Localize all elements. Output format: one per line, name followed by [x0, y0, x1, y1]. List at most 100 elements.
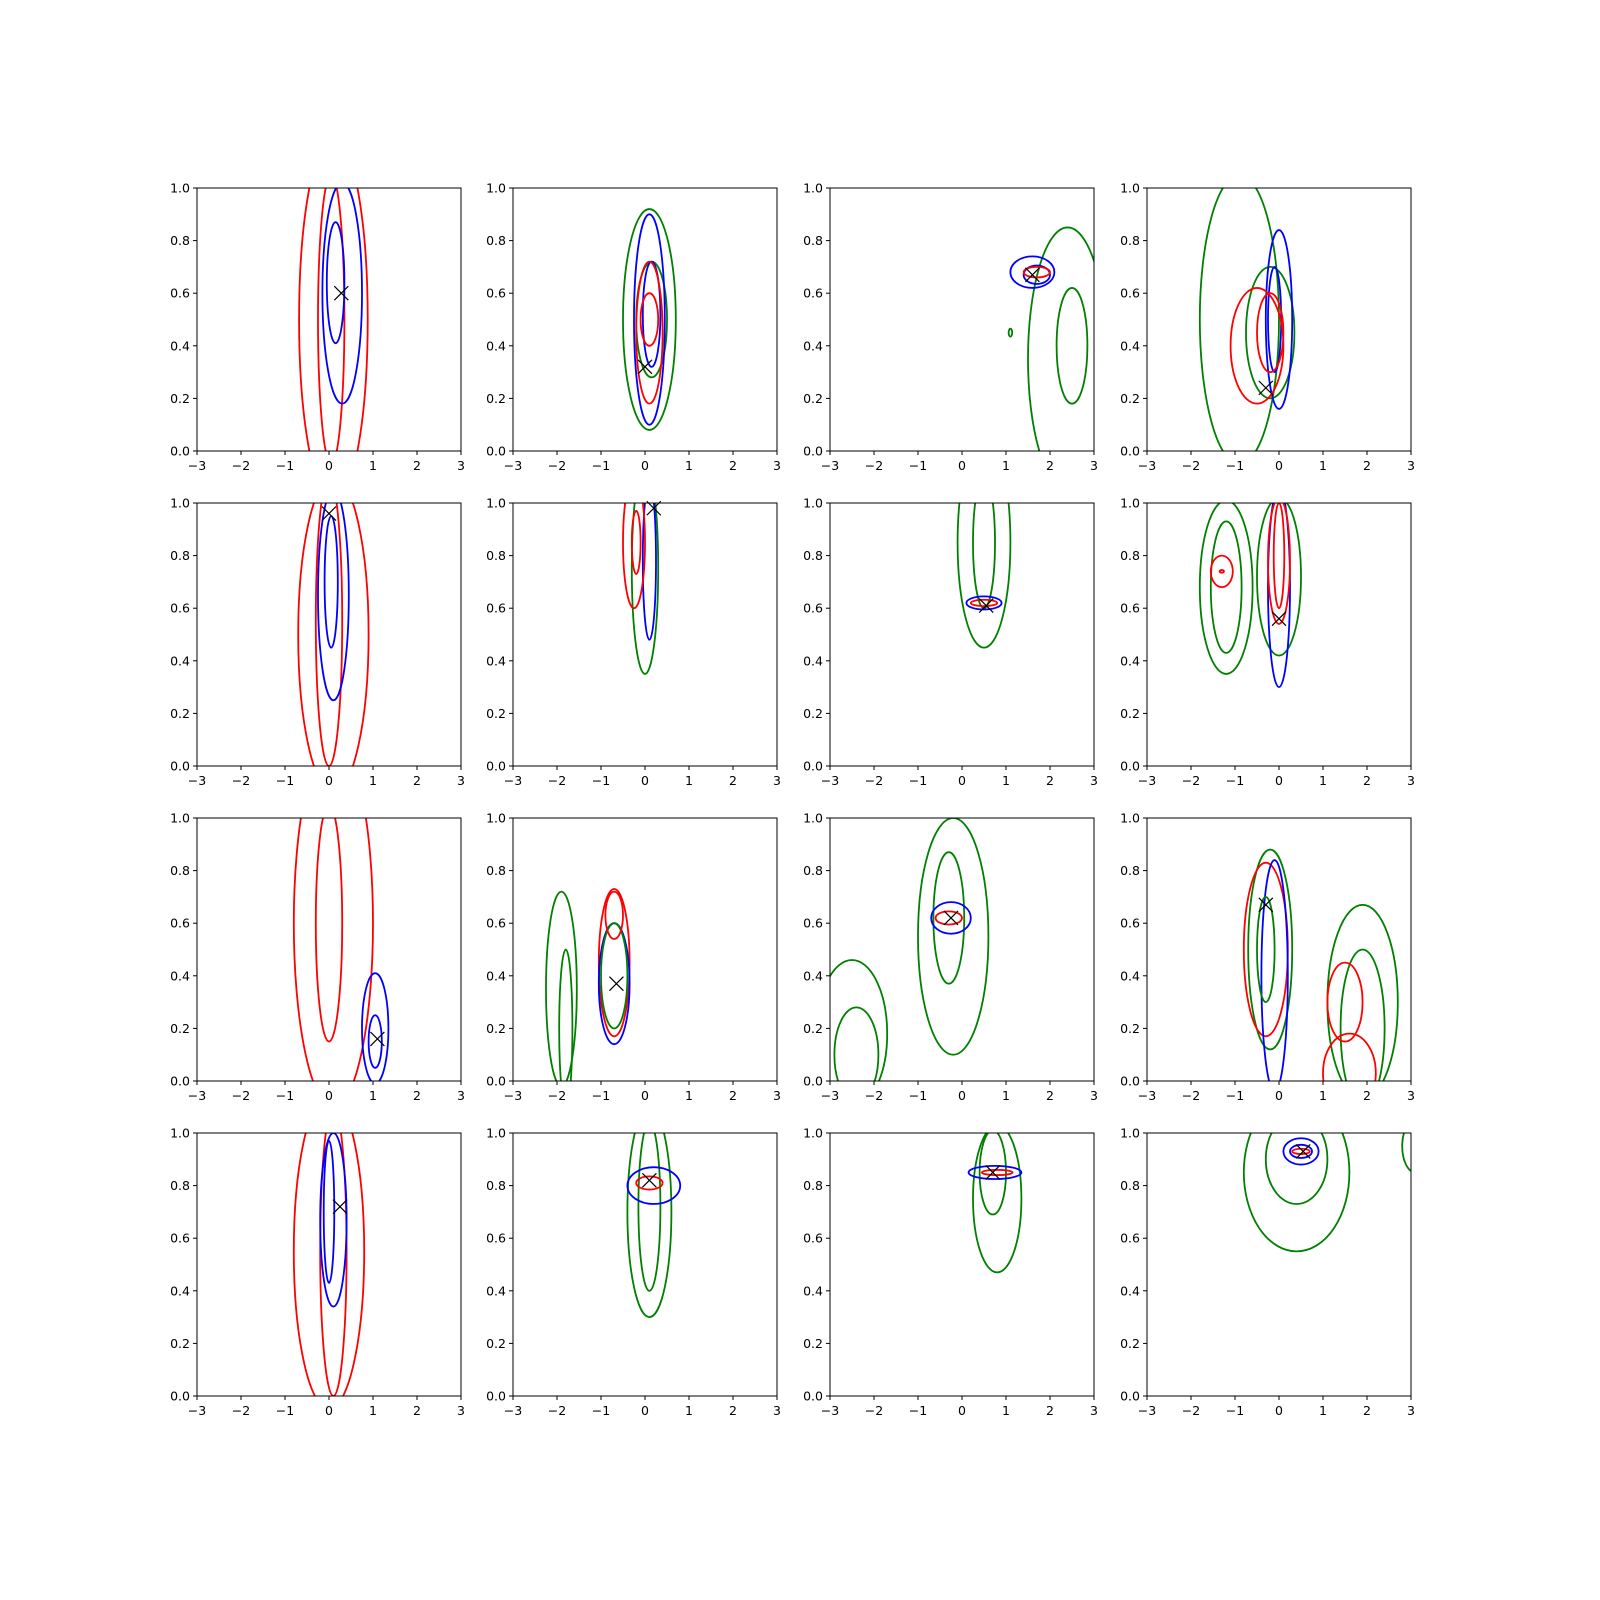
- y-tick-label: 0.4: [170, 1283, 190, 1298]
- subplot-13: −3 −2 −1 0 1 2 3 0.0 0.2 0.4 0.6 0.8 1.0: [170, 1126, 465, 1419]
- x-tick-label: −3: [1138, 458, 1156, 473]
- y-tick-label: 1.0: [170, 181, 190, 196]
- y-tick-label: 0.8: [1120, 233, 1140, 248]
- x-tick-label: −3: [821, 1088, 839, 1103]
- x-tick-label: 0: [641, 458, 649, 473]
- contours: [292, 818, 390, 1081]
- y-tick-label: 0.2: [486, 391, 506, 406]
- x-marker: [1258, 380, 1274, 396]
- axes-frame: [1146, 1132, 1412, 1397]
- y-tick-label: 0.0: [486, 1389, 506, 1404]
- x-tick-label: −2: [1182, 1403, 1200, 1418]
- x-tick-label: 1: [685, 1088, 693, 1103]
- contours: [298, 188, 369, 451]
- green-contour-line: [622, 208, 677, 431]
- x-tick-label: 2: [413, 1088, 421, 1103]
- y-tick-label: 0.4: [486, 968, 506, 983]
- x-marker: [641, 1172, 657, 1188]
- green-contour-line: [1242, 1133, 1351, 1253]
- contours: [830, 818, 990, 1081]
- x-tick-label: −1: [909, 1403, 927, 1418]
- y-tick-label: 0.6: [486, 1231, 506, 1246]
- green-contour-line: [600, 922, 629, 1030]
- green-contour-line: [1055, 287, 1089, 405]
- red-contour-line: [1326, 961, 1364, 1043]
- green-contour-line: [1339, 948, 1386, 1081]
- y-tick-label: 0.0: [170, 1074, 190, 1089]
- y-tick-label: 0.8: [803, 1178, 823, 1193]
- x-marker: [369, 1031, 385, 1047]
- y-tick-label: 0.0: [803, 1074, 823, 1089]
- red-contour-line: [298, 188, 369, 451]
- y-tick-label: 1.0: [170, 1126, 190, 1141]
- x-tick-label: 2: [729, 1088, 737, 1103]
- y-tick-label: 0.6: [803, 601, 823, 616]
- x-tick-label: 1: [369, 1403, 377, 1418]
- x-tick-label: −1: [1226, 1403, 1244, 1418]
- y-tick-label: 0.8: [170, 863, 190, 878]
- y-tick-label: 0.2: [1120, 391, 1140, 406]
- axes-frame: [829, 502, 1095, 767]
- subplot-14: −3 −2 −1 0 1 2 3 0.0 0.2 0.4 0.6 0.8 1.0: [486, 1126, 781, 1419]
- blue-contour-line: [641, 503, 657, 641]
- axes-frame: [829, 187, 1095, 452]
- blue-contour-line: [967, 1164, 1023, 1180]
- x-tick-label: 2: [1046, 1403, 1054, 1418]
- y-tick-label: 0.8: [486, 233, 506, 248]
- y-tick-label: 1.0: [1120, 811, 1140, 826]
- x-tick-label: 2: [413, 1403, 421, 1418]
- x-tick-label: −2: [865, 773, 883, 788]
- red-contour-line: [969, 598, 999, 607]
- y-tick-label: 0.6: [170, 601, 190, 616]
- y-tick-label: 0.2: [1120, 706, 1140, 721]
- x-marker: [978, 598, 994, 613]
- y-tick-label: 0.0: [170, 444, 190, 459]
- y-tick-label: 0.2: [1120, 1021, 1140, 1036]
- y-tick-label: 1.0: [803, 1126, 823, 1141]
- y-tick-label: 0.6: [1120, 916, 1140, 931]
- y-tick-label: 0.6: [803, 286, 823, 301]
- y-tick-label: 0.2: [803, 706, 823, 721]
- blue-contour-line: [930, 901, 972, 935]
- green-contour-line: [545, 890, 578, 1081]
- x-tick-label: 0: [1275, 458, 1283, 473]
- y-tick-label: 1.0: [803, 496, 823, 511]
- green-contour-line: [558, 948, 574, 1081]
- y-tick-label: 0.0: [1120, 1389, 1140, 1404]
- blue-contour-line: [317, 503, 350, 702]
- x-tick-label: 2: [413, 773, 421, 788]
- green-contour-line: [1256, 896, 1276, 1004]
- x-tick-label: 0: [958, 773, 966, 788]
- y-tick-label: 0.0: [803, 759, 823, 774]
- blue-contour-line: [361, 972, 390, 1081]
- y-tick-label: 1.0: [170, 811, 190, 826]
- red-contour-line: [314, 818, 344, 1043]
- x-tick-label: −1: [276, 458, 294, 473]
- blue-contour-line: [321, 188, 363, 405]
- green-contour-line: [637, 1133, 662, 1292]
- y-tick-label: 0.8: [1120, 863, 1140, 878]
- y-tick-label: 0.0: [486, 759, 506, 774]
- x-tick-label: 0: [325, 458, 333, 473]
- x-tick-label: 3: [773, 1088, 781, 1103]
- y-tick-label: 0.8: [170, 233, 190, 248]
- subplots: −3 −2 −1 0 1 2 3 0.0 0.2 0.4 0.6 0.8 1.0 −3 −2 −1 0 1 2 3 0.…: [170, 181, 1415, 1419]
- x-tick-label: 0: [1275, 1403, 1283, 1418]
- x-marker: [943, 910, 959, 926]
- y-tick-label: 0.2: [486, 1021, 506, 1036]
- x-tick-label: −3: [821, 1403, 839, 1418]
- y-tick-label: 0.6: [1120, 1231, 1140, 1246]
- x-tick-label: −2: [232, 1403, 250, 1418]
- green-contour-line: [630, 503, 660, 675]
- x-tick-label: −2: [865, 1403, 883, 1418]
- x-tick-label: −3: [504, 458, 522, 473]
- red-contour-line: [292, 818, 374, 1081]
- contours: [1198, 188, 1296, 451]
- x-tick-label: −3: [504, 773, 522, 788]
- axes-frame: [196, 1132, 462, 1397]
- x-tick-label: −3: [504, 1403, 522, 1418]
- y-tick-label: 0.8: [803, 863, 823, 878]
- red-contour-line: [1256, 292, 1285, 373]
- subplot-15: −3 −2 −1 0 1 2 3 0.0 0.2 0.4 0.6 0.8 1.0: [803, 1126, 1098, 1419]
- x-tick-label: 1: [369, 458, 377, 473]
